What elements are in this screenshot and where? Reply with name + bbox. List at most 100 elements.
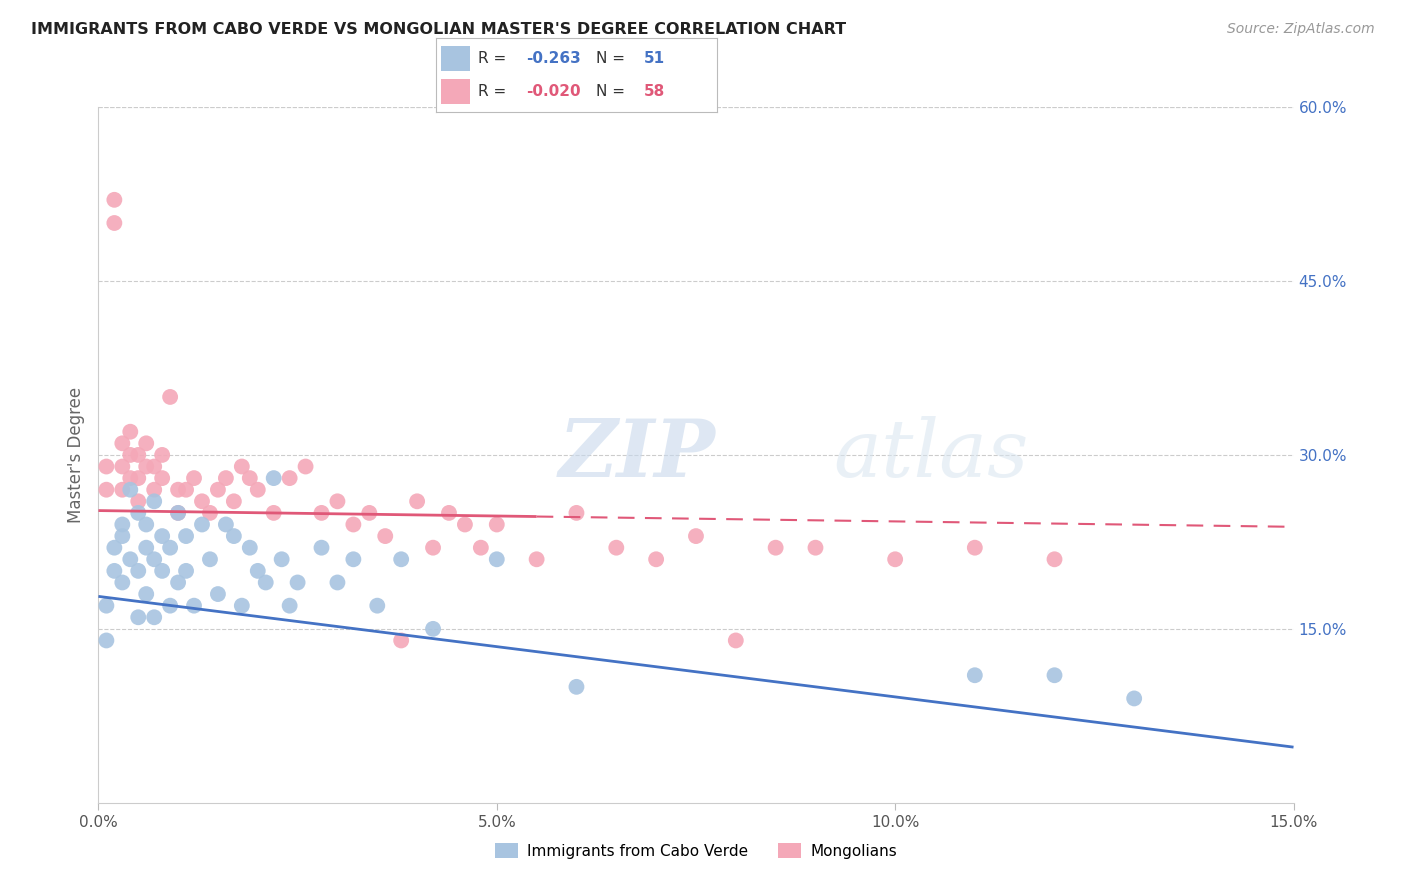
Point (120, 552, 142, 566)
Point (724, 633, 747, 648)
Point (111, 529, 134, 543)
Point (103, 541, 125, 555)
Point (239, 471, 262, 485)
Point (150, 448, 173, 462)
Point (191, 494, 214, 508)
Point (254, 575, 277, 590)
Legend: Immigrants from Cabo Verde, Mongolians: Immigrants from Cabo Verde, Mongolians (488, 837, 904, 864)
Point (143, 552, 166, 566)
Point (111, 575, 134, 590)
Text: N =: N = (596, 52, 630, 66)
Text: -0.263: -0.263 (526, 52, 581, 66)
Y-axis label: Master's Degree: Master's Degree (66, 387, 84, 523)
Point (278, 471, 301, 485)
Point (454, 517, 477, 532)
Point (103, 216, 125, 230)
Point (222, 529, 245, 543)
Point (287, 575, 309, 590)
Point (120, 483, 142, 497)
Point (311, 506, 333, 520)
Point (342, 517, 364, 532)
Point (485, 517, 508, 532)
Point (135, 459, 157, 474)
Point (359, 506, 381, 520)
Point (389, 633, 412, 648)
Point (111, 517, 134, 532)
Point (207, 587, 229, 601)
Point (374, 529, 396, 543)
Point (565, 506, 588, 520)
Point (143, 494, 166, 508)
Point (127, 564, 149, 578)
Point (127, 494, 149, 508)
Point (143, 459, 166, 474)
Point (111, 436, 134, 450)
Point (159, 541, 181, 555)
Point (174, 529, 197, 543)
Point (150, 564, 173, 578)
Point (183, 471, 205, 485)
Point (96, 633, 118, 648)
Point (174, 564, 197, 578)
Point (96, 459, 118, 474)
Point (565, 680, 588, 694)
Text: IMMIGRANTS FROM CABO VERDE VS MONGOLIAN MASTER'S DEGREE CORRELATION CHART: IMMIGRANTS FROM CABO VERDE VS MONGOLIAN … (31, 22, 846, 37)
Point (150, 529, 173, 543)
Point (263, 506, 285, 520)
Point (366, 599, 388, 613)
Point (804, 541, 827, 555)
Point (1043, 552, 1066, 566)
Point (605, 541, 627, 555)
Text: -0.020: -0.020 (526, 84, 581, 98)
Point (294, 459, 316, 474)
Point (135, 436, 157, 450)
Point (167, 483, 190, 497)
Text: N =: N = (596, 84, 630, 98)
Point (231, 459, 253, 474)
Point (645, 552, 668, 566)
Point (437, 506, 460, 520)
Point (96, 599, 118, 613)
Point (884, 552, 907, 566)
Point (167, 506, 190, 520)
Text: atlas: atlas (834, 417, 1029, 493)
Point (263, 471, 285, 485)
FancyBboxPatch shape (441, 78, 470, 104)
Point (470, 541, 492, 555)
Point (963, 668, 986, 682)
Point (111, 483, 134, 497)
Point (127, 506, 149, 520)
Point (406, 494, 429, 508)
Point (183, 599, 205, 613)
Point (231, 599, 253, 613)
Point (198, 506, 221, 520)
Point (765, 541, 787, 555)
FancyBboxPatch shape (441, 45, 470, 71)
Point (246, 483, 269, 497)
Point (239, 541, 262, 555)
Text: 51: 51 (644, 52, 665, 66)
Point (526, 552, 548, 566)
Point (246, 564, 269, 578)
Point (127, 448, 149, 462)
Point (135, 541, 157, 555)
Point (127, 610, 149, 624)
Text: Source: ZipAtlas.com: Source: ZipAtlas.com (1227, 22, 1375, 37)
Point (120, 471, 142, 485)
Point (159, 390, 181, 404)
Point (1123, 691, 1146, 706)
Text: ZIP: ZIP (558, 417, 716, 493)
Point (159, 599, 181, 613)
Point (422, 541, 444, 555)
Point (685, 529, 707, 543)
Point (485, 552, 508, 566)
Point (389, 552, 412, 566)
Point (191, 517, 214, 532)
Point (143, 610, 166, 624)
Point (103, 193, 125, 207)
Point (215, 471, 238, 485)
Point (1043, 668, 1066, 682)
Point (150, 471, 173, 485)
Point (222, 494, 245, 508)
Point (120, 425, 142, 439)
